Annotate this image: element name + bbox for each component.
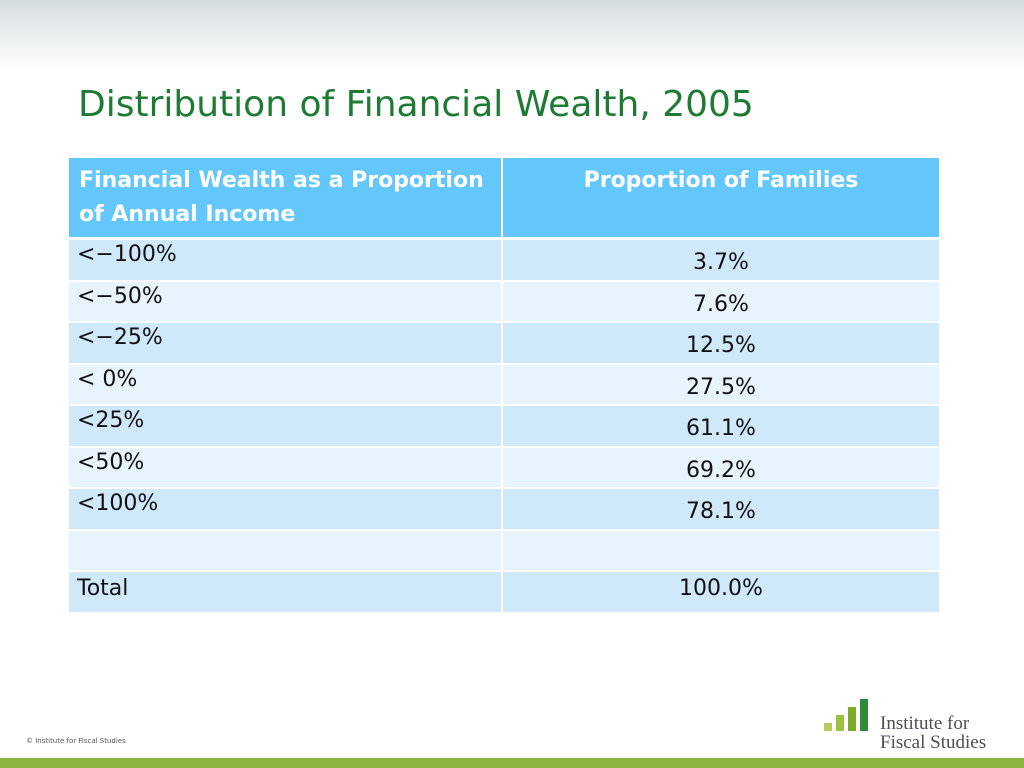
row-value: 12.5%	[503, 323, 939, 363]
header-cell: Proportion of Families	[503, 158, 939, 237]
row-value: 27.5%	[503, 364, 939, 404]
empty-cell	[503, 530, 939, 570]
row-label: <100%	[69, 489, 501, 529]
row-value: 78.1%	[503, 489, 939, 529]
copyright: © Institute for Fiscal Studies	[26, 737, 126, 745]
bottom-bar	[0, 758, 1024, 768]
logo-text: Institute for Fiscal Studies	[880, 714, 986, 752]
row-value: 3.7%	[503, 240, 939, 280]
slide-title: Distribution of Financial Wealth, 2005	[78, 84, 754, 125]
row-label: <25%	[69, 406, 501, 446]
logo-line: Institute for	[880, 713, 970, 734]
logo-bars	[824, 699, 868, 731]
row-value: 61.1%	[503, 406, 939, 446]
row-value: 7.6%	[503, 281, 939, 321]
row-label: <−50%	[69, 281, 501, 321]
header-cell: Financial Wealth as a Proportion of Annu…	[69, 158, 501, 237]
row-label: <50%	[69, 447, 501, 487]
top-band	[0, 0, 1024, 70]
row-label: <−100%	[69, 240, 501, 280]
row-label: <−25%	[69, 323, 501, 363]
row-value: 100.0%	[503, 572, 939, 612]
empty-cell	[69, 530, 501, 570]
row-value: 69.2%	[503, 447, 939, 487]
row-label: < 0%	[69, 364, 501, 404]
logo-line: Fiscal Studies	[880, 732, 987, 753]
row-label: Total	[69, 572, 501, 612]
